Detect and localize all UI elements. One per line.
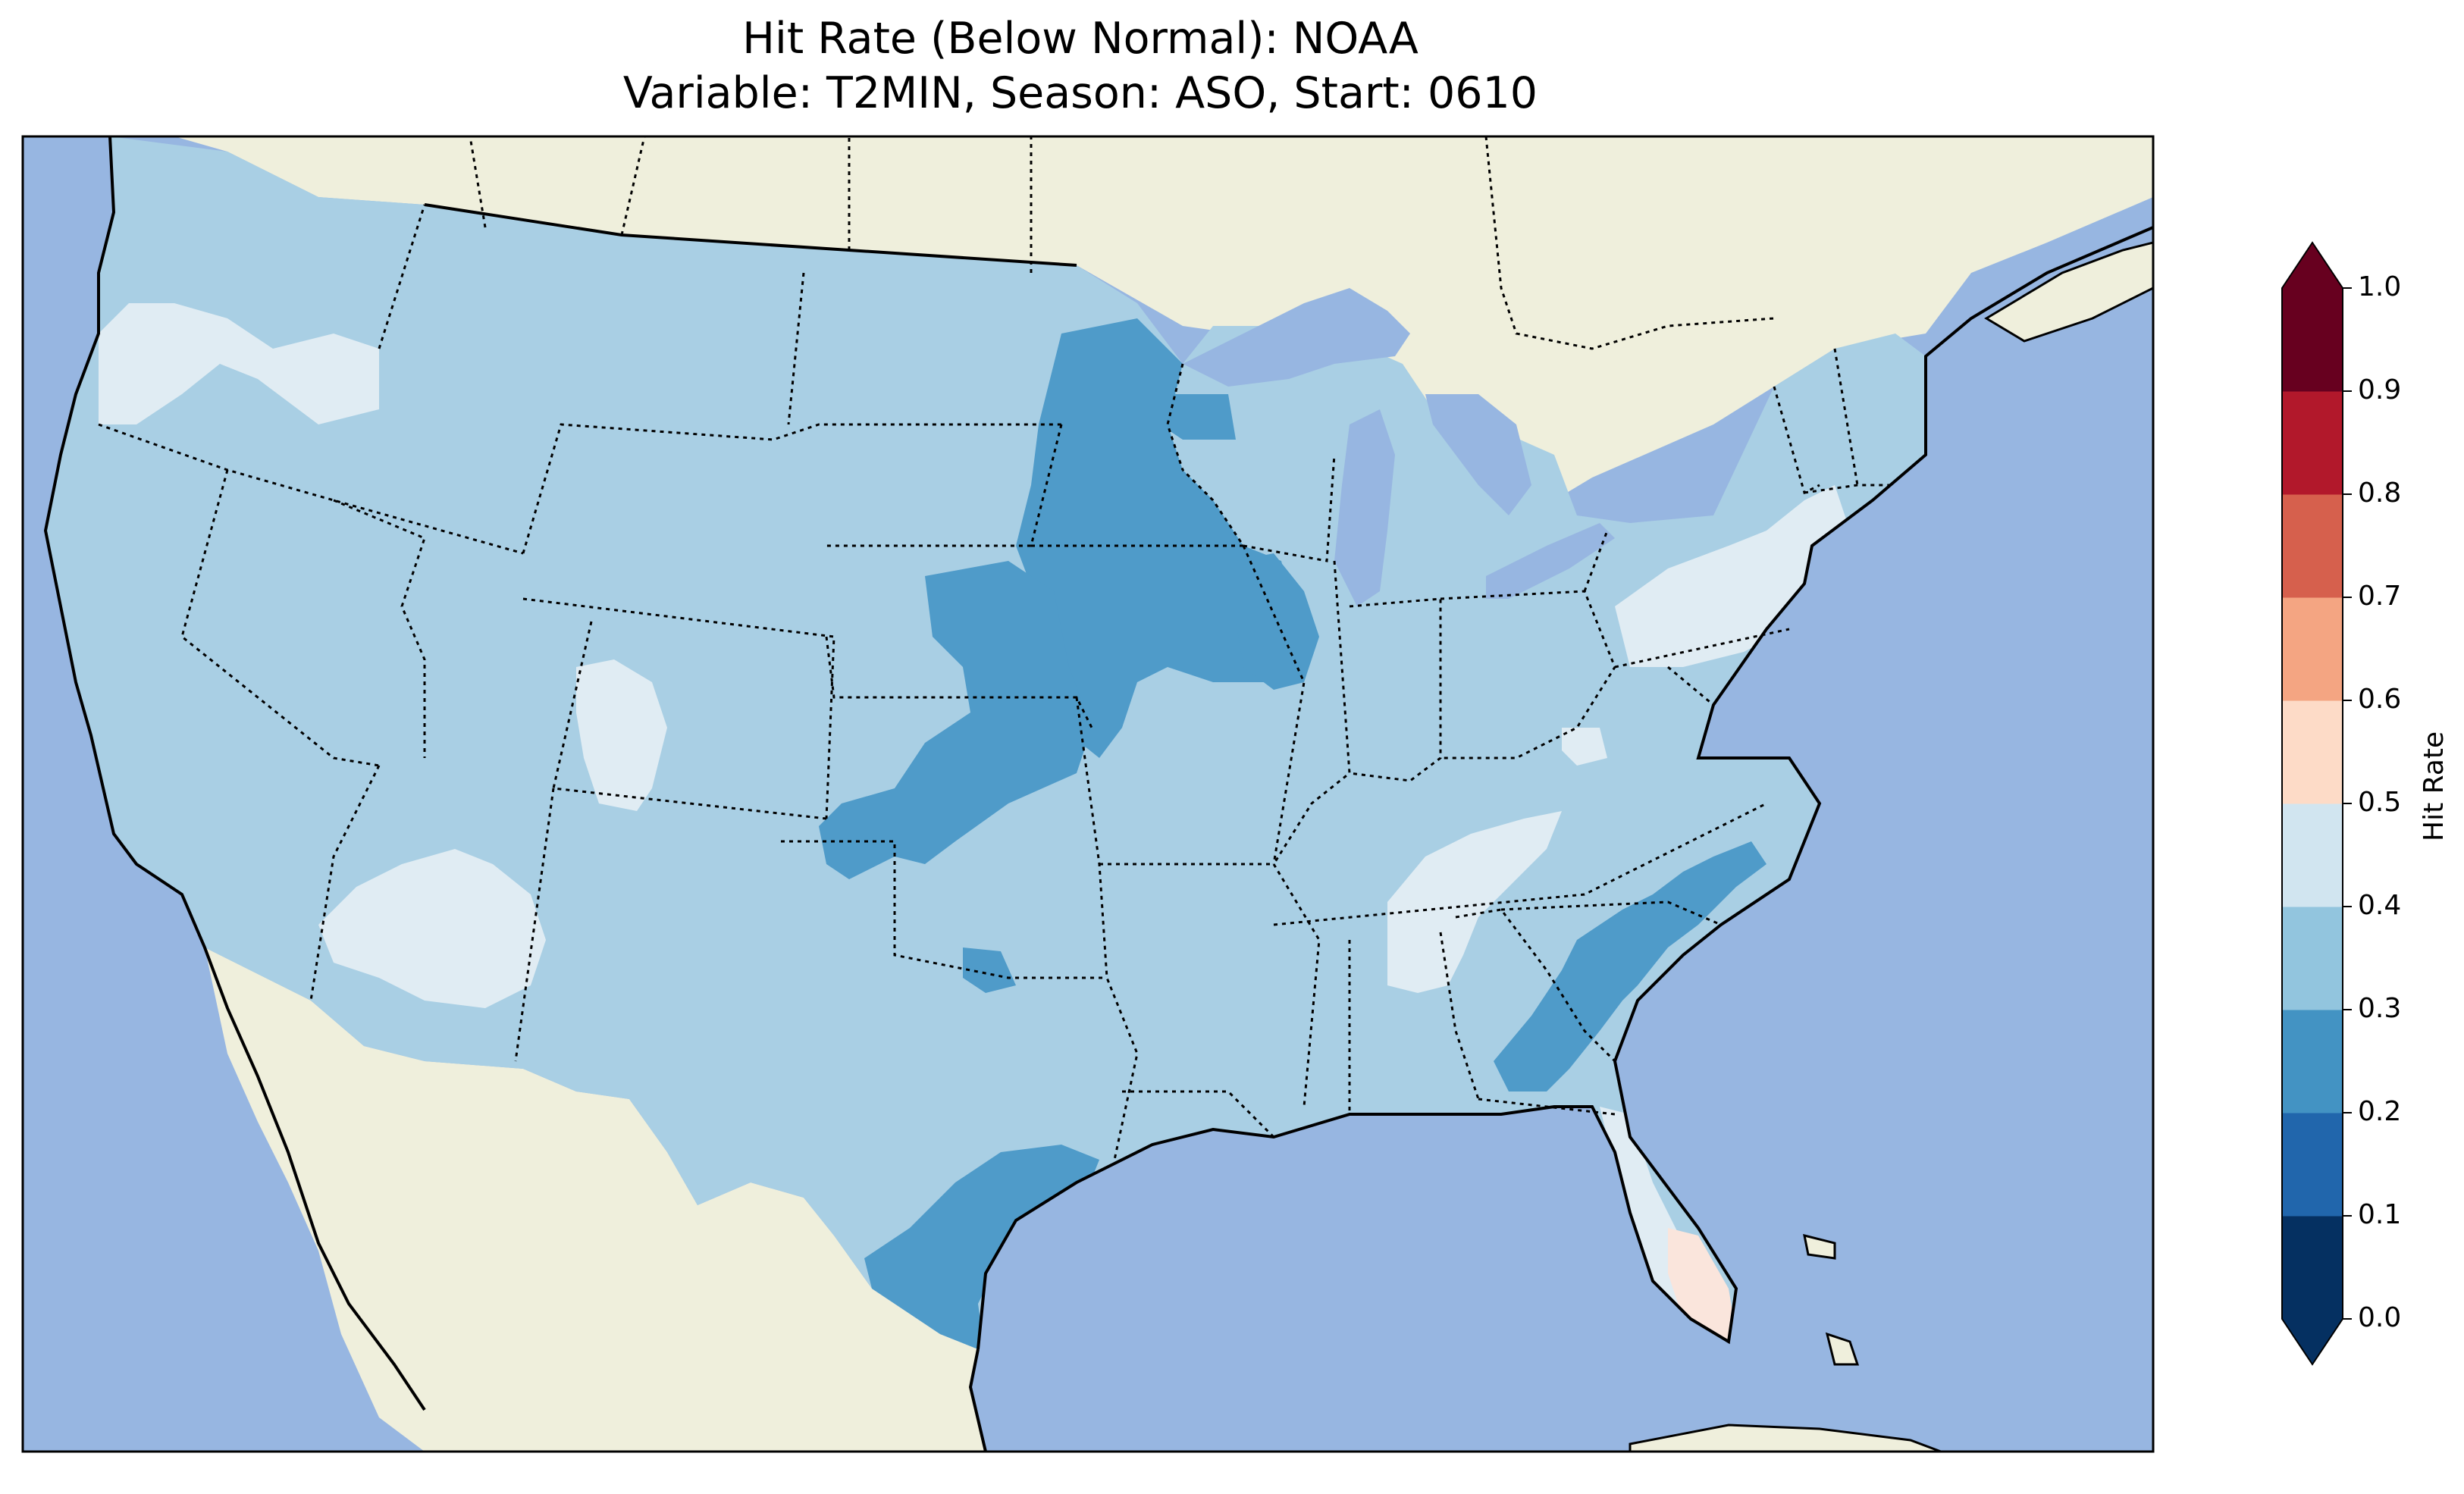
colorbar-tick-label: 0.4 — [2358, 890, 2402, 921]
cuba-land — [1629, 1424, 1942, 1452]
region-pacific-northwest — [99, 303, 379, 424]
colorbar-segment — [2282, 288, 2343, 392]
colorbar-segment — [2282, 1216, 2343, 1320]
colorbar-tick-label: 0.9 — [2358, 374, 2402, 406]
colorbar-segment — [2282, 494, 2343, 598]
lake-superior — [1183, 288, 1410, 387]
bahamas-island — [1803, 1233, 1836, 1260]
state-borders — [98, 204, 1895, 1160]
lake-huron — [1425, 394, 1531, 515]
colorbar-tick-label: 1.0 — [2358, 271, 2402, 302]
colorbar — [2281, 241, 2352, 1366]
map-frame — [21, 135, 2155, 1453]
colorbar-tick-label: 0.3 — [2358, 993, 2402, 1024]
coastline — [43, 136, 2153, 1452]
region-georgia-carolinas — [1494, 841, 1766, 1092]
colorbar-tick-label: 0.6 — [2358, 684, 2402, 715]
lake-michigan — [1334, 409, 1395, 606]
us-canada-border — [424, 203, 1077, 267]
colorbar-tick-label: 0.2 — [2358, 1096, 2402, 1127]
region-tennessee-valley — [1387, 811, 1562, 993]
region-colorado-plateau — [576, 659, 667, 811]
baja-peninsula — [205, 947, 432, 1410]
region-south-texas — [864, 1145, 1099, 1349]
colorbar-segment — [2282, 597, 2343, 701]
bahamas-island — [1825, 1332, 1860, 1366]
region-southwest — [318, 849, 546, 1008]
colorbar-tick-label: 0.5 — [2358, 787, 2402, 818]
colorbar-tick-label: 0.1 — [2358, 1199, 2402, 1230]
region-oklahoma-spot — [963, 947, 1016, 993]
region-central-plains — [819, 561, 1092, 879]
colorbar-extend-min — [2282, 1319, 2343, 1364]
region-illinois-spot — [1236, 553, 1319, 690]
colorbar-segment — [2282, 907, 2343, 1010]
colorbar-extend-max — [2282, 243, 2343, 288]
mexico-land — [205, 947, 986, 1452]
canada-land — [174, 136, 2153, 561]
colorbar-segment — [2282, 700, 2343, 804]
colorbar-segment — [2282, 1113, 2343, 1217]
colorbar-segment — [2282, 803, 2343, 907]
chart-title-line2: Variable: T2MIN, Season: ASO, Start: 061… — [622, 68, 1538, 118]
lake-ontario — [1600, 455, 1698, 500]
chart-title-line1: Hit Rate (Below Normal): NOAA — [742, 14, 1419, 64]
region-virginia-spot — [1562, 728, 1607, 766]
colorbar-tick-label: 0.8 — [2358, 478, 2402, 509]
colorbar-tick-label: 0.0 — [2358, 1302, 2402, 1333]
province-borders — [469, 136, 1775, 350]
colorbar-segment — [2282, 391, 2343, 495]
region-mn-spot — [1160, 394, 1236, 440]
nova-scotia-land — [1984, 241, 2153, 343]
colorbar-segment — [2282, 1010, 2343, 1113]
colorbar-label: Hit Rate — [2419, 731, 2450, 841]
region-north-central-plains — [1016, 318, 1304, 758]
colorbar-tick-label: 0.7 — [2358, 581, 2402, 612]
lake-erie — [1486, 523, 1615, 599]
